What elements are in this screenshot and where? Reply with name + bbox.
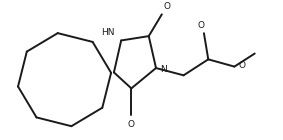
- Text: O: O: [163, 2, 170, 11]
- Text: O: O: [239, 61, 246, 70]
- Text: O: O: [128, 120, 135, 129]
- Text: N: N: [160, 65, 167, 74]
- Text: O: O: [198, 21, 205, 30]
- Text: HN: HN: [101, 28, 115, 37]
